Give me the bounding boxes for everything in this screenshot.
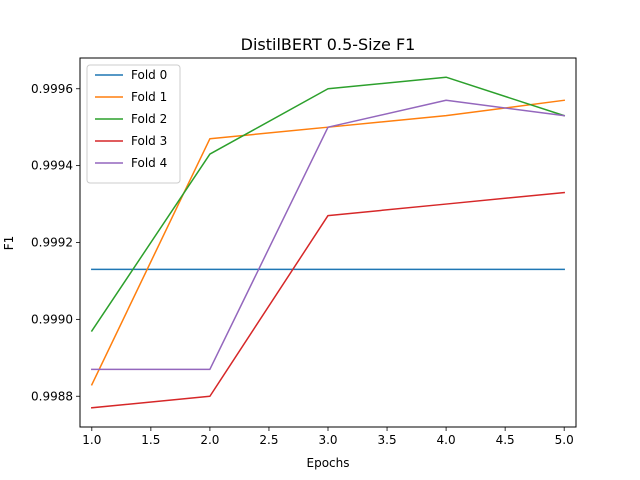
y-tick-label: 0.9994 [31,159,73,173]
legend: Fold 0 Fold 1 Fold 2 Fold 3 Fold 4 [86,64,181,184]
y-axis-label: F1 [2,236,16,251]
x-tick-label: 3.0 [318,433,337,447]
x-tick-label: 4.0 [437,433,456,447]
x-tick-label: 3.5 [378,433,397,447]
x-axis: 1.0 1.5 2.0 2.5 3.0 3.5 4.0 4.5 5.0 [82,427,574,447]
x-tick-label: 1.5 [141,433,160,447]
x-tick-label: 1.0 [82,433,101,447]
y-tick-label: 0.9992 [31,236,73,250]
legend-label-fold-0: Fold 0 [131,68,167,82]
chart-title: DistilBERT 0.5-Size F1 [241,35,416,54]
legend-box [86,64,181,184]
x-tick-label: 4.5 [496,433,515,447]
y-tick-label: 0.9988 [31,389,73,403]
x-axis-label: Epochs [307,456,350,470]
series-line-fold-2 [90,76,566,332]
series-line-fold-3 [90,191,566,409]
legend-label-fold-3: Fold 3 [131,134,167,148]
x-tick-label: 2.0 [200,433,219,447]
y-axis: 0.9988 0.9990 0.9992 0.9994 0.9996 [31,82,80,403]
x-tick-label: 2.5 [259,433,278,447]
series-layer [90,76,566,409]
x-tick-label: 5.0 [555,433,574,447]
y-tick-label: 0.9996 [31,82,73,96]
series-line-fold-4 [91,99,566,371]
y-tick-label: 0.9990 [31,312,73,326]
legend-label-fold-1: Fold 1 [131,90,167,104]
legend-label-fold-2: Fold 2 [131,112,167,126]
legend-label-fold-4: Fold 4 [131,156,167,170]
